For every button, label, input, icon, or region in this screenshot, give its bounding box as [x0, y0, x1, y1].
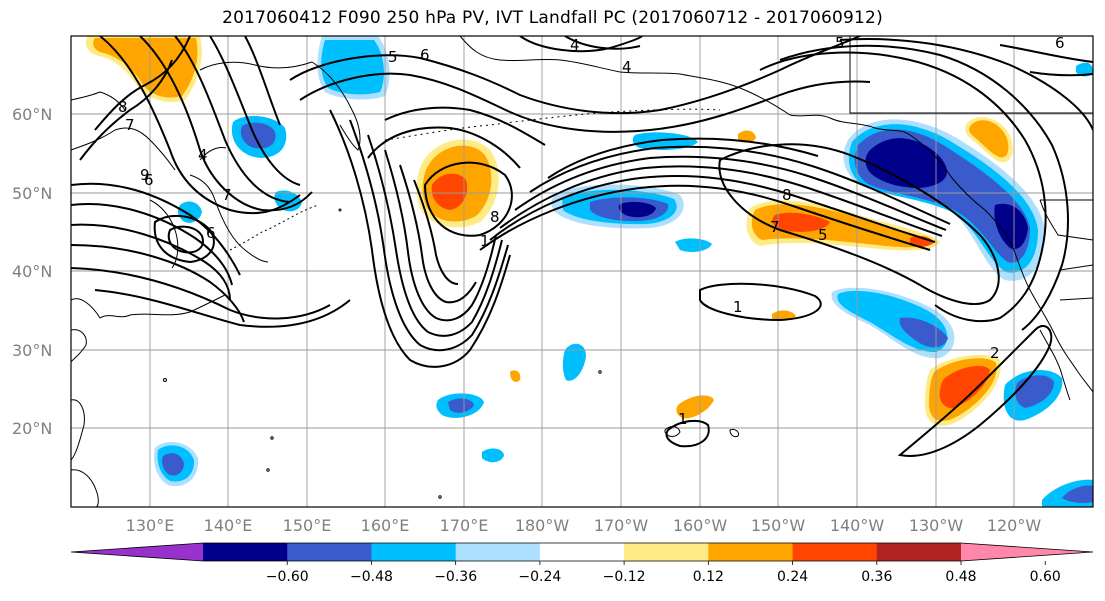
contour-label: 5	[388, 48, 398, 66]
positive-anomaly-small-k	[738, 130, 756, 143]
lon-label: 170°E	[440, 516, 489, 535]
contour-label: 6	[1055, 34, 1065, 52]
lon-label: 130°W	[909, 516, 964, 535]
lon-label: 170°W	[594, 516, 649, 535]
colorbar-tick-label: −0.60	[266, 569, 309, 585]
lon-label: 150°E	[283, 516, 332, 535]
pv-contours	[71, 36, 1093, 457]
coastlines	[71, 36, 1093, 507]
contour-label: 6	[420, 46, 430, 64]
contour-label: 4	[622, 58, 632, 76]
negative-anomaly-kamchatka-core	[321, 40, 384, 95]
colorbar-segment	[287, 543, 372, 561]
lon-label: 130°E	[126, 516, 175, 535]
contour-label: 5	[818, 226, 828, 244]
contour-label: 7	[222, 186, 232, 204]
colorbar-extend-max	[961, 543, 1093, 561]
colorbar-segment	[371, 543, 457, 561]
map-background	[71, 36, 1093, 507]
contour-label: 6	[144, 171, 154, 189]
map-content: 8 7 6 5 6 4 4 5 6 8 1 8 7 5 1 6 9 7 4 1 …	[71, 34, 1093, 507]
contour-label: 4	[570, 36, 580, 54]
colorbar-outline	[70, 542, 1094, 562]
colorbar-segment	[203, 543, 288, 561]
negative-anomaly-small-e-core	[448, 398, 474, 413]
lon-label: 140°W	[830, 516, 885, 535]
colorbar: −0.60 −0.48 −0.36 −0.24 −0.12 0.12 0.24 0.36 0.4…	[70, 542, 1094, 585]
lat-label: 60°N	[12, 105, 52, 124]
colorbar-tick-label: 0.36	[861, 569, 892, 585]
lon-label: 180°W	[515, 516, 570, 535]
negative-anomaly-gulf-of-alaska-peak	[865, 138, 947, 188]
contour-label: 5	[835, 34, 845, 52]
colorbar-tick-label: 0.12	[693, 569, 724, 585]
contour-label: 1	[733, 298, 743, 316]
contour-label: 8	[782, 186, 792, 204]
colorbar-segment	[708, 543, 794, 561]
lon-label: 150°W	[751, 516, 806, 535]
negative-anomaly-small-b	[177, 201, 202, 223]
lat-label: 50°N	[12, 184, 52, 203]
negative-anomaly-coast-peak	[994, 203, 1028, 250]
negative-anomaly-small-d	[675, 238, 712, 252]
colorbar-segment	[876, 543, 962, 561]
positive-anomaly-subtropical-peak	[939, 365, 990, 409]
negative-anomaly-small-g	[482, 448, 504, 463]
colorbar-tick-label: 0.24	[777, 569, 808, 585]
contour-label: 8	[490, 208, 500, 226]
contour-label: 7	[770, 218, 780, 236]
contour-label: 4	[198, 146, 208, 164]
colorbar-segment	[455, 543, 541, 561]
lon-label: 160°W	[673, 516, 728, 535]
lat-labels: 20°N 30°N 40°N 50°N 60°N	[12, 105, 52, 438]
lon-labels: 130°E 140°E 150°E 160°E 170°E 180°W 170°…	[126, 516, 1042, 535]
positive-anomaly-jet-exit-peak-2	[910, 235, 934, 247]
contour-label: 2	[990, 344, 1000, 362]
colorbar-segment	[539, 543, 625, 561]
lat-label: 40°N	[12, 262, 52, 281]
contour-label: 9	[140, 166, 150, 184]
lat-label: 30°N	[12, 341, 52, 360]
colorbar-tick-label: 0.48	[945, 569, 976, 585]
colorbar-tick-label: −0.36	[434, 569, 477, 585]
negative-anomaly-bering	[1076, 62, 1093, 77]
colorbar-tick-label: −0.48	[350, 569, 393, 585]
contour-label: 1	[480, 232, 490, 250]
contour-label: 7	[125, 116, 135, 134]
contour-label: 1	[678, 410, 688, 428]
negative-anomaly-small-f	[562, 343, 586, 381]
positive-anomaly-small-i	[510, 370, 521, 382]
lon-label: 160°E	[361, 516, 410, 535]
lat-label: 20°N	[12, 419, 52, 438]
lon-label: 140°E	[204, 516, 253, 535]
negative-anomaly-jet-entrance-peak	[618, 201, 656, 218]
negative-anomaly-japan-north-core	[240, 122, 276, 149]
positive-anomaly-jet-exit-peak	[772, 212, 830, 232]
contour-label: 6	[206, 224, 216, 242]
positive-anomaly-small-h	[676, 395, 714, 419]
positive-anomaly-okhotsk-core	[93, 38, 198, 98]
map-title: 2017060412 F090 250 hPa PV, IVT Landfall…	[222, 8, 883, 28]
positive-anomaly-alaska-core	[969, 120, 1009, 158]
map-frame	[70, 35, 1094, 508]
positive-anomaly-central-peak	[431, 173, 468, 210]
contour-label: 8	[118, 98, 128, 116]
colorbar-extend-min	[71, 543, 203, 561]
colorbar-segment	[792, 543, 878, 561]
colorbar-tick-label: 0.60	[1030, 569, 1061, 585]
colorbar-tick-label: −0.12	[603, 569, 646, 585]
colorbar-segment	[624, 543, 709, 561]
negative-anomaly-west-pacific-core	[162, 453, 184, 476]
negative-anomaly-east-pacific-corner-core	[1062, 485, 1093, 503]
contour-labels: 8 7 6 5 6 4 4 5 6 8 1 8 7 5 1 6 9 7 4 1 …	[118, 34, 1065, 428]
colorbar-tick-label: −0.24	[518, 569, 561, 585]
negative-anomaly-small-c	[632, 132, 698, 150]
lon-label: 120°W	[987, 516, 1042, 535]
gridlines	[71, 36, 1093, 507]
